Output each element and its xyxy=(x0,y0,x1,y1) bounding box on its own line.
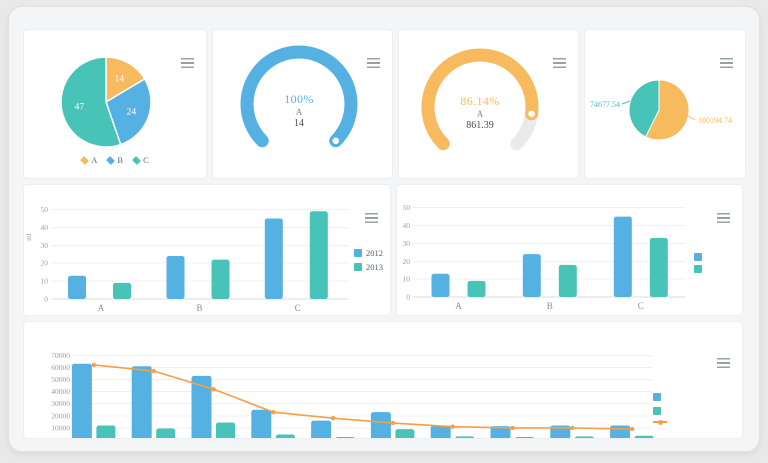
grouped-bar-card-right: 0 10 20 30 40 50 A B C xyxy=(396,184,743,316)
legend-item[interactable] xyxy=(653,407,667,415)
svg-text:C: C xyxy=(638,301,644,311)
toolbox-menu-icon[interactable] xyxy=(365,213,378,223)
bar-legend-markers xyxy=(694,253,702,273)
bar-legend: 2012 2013 xyxy=(354,248,383,272)
svg-text:C: C xyxy=(295,303,301,313)
dashboard-window: 14 24 47 A B C 100% A 14 86.14% A 861.39 1… xyxy=(8,6,760,452)
svg-text:14: 14 xyxy=(115,75,125,85)
svg-text:40: 40 xyxy=(403,221,411,230)
toolbox-menu-icon[interactable] xyxy=(717,358,730,368)
svg-text:A: A xyxy=(98,303,105,313)
legend-diamond-icon xyxy=(80,155,90,165)
legend-square-icon xyxy=(354,263,362,271)
toolbox-menu-icon[interactable] xyxy=(553,58,566,68)
toolbox-menu-icon[interactable] xyxy=(367,58,380,68)
legend-diamond-icon xyxy=(132,155,142,165)
bar-chart: 0 10 20 30 40 50 A B Cml xyxy=(25,205,348,313)
legend-square-icon xyxy=(694,253,702,261)
svg-text:24: 24 xyxy=(127,107,137,117)
legend-item[interactable] xyxy=(694,265,702,273)
legend-square-icon xyxy=(354,249,362,257)
legend-label: 2012 xyxy=(366,248,383,258)
svg-text:30000: 30000 xyxy=(51,399,70,408)
legend-item-c[interactable]: C xyxy=(132,155,149,165)
svg-text:ml: ml xyxy=(25,233,33,240)
pie-legend: A B C xyxy=(24,155,206,165)
legend-square-icon xyxy=(694,265,702,273)
combo-chart: 10000 20000 30000 40000 50000 60000 70000 xyxy=(51,351,654,438)
combo-legend-markers xyxy=(653,393,667,425)
svg-text:30: 30 xyxy=(41,241,49,250)
legend-square-icon xyxy=(653,393,661,401)
svg-text:47: 47 xyxy=(75,102,85,112)
svg-text:20: 20 xyxy=(403,257,411,266)
legend-diamond-icon xyxy=(106,155,116,165)
gauge-card-blue: 100% A 14 xyxy=(212,29,393,179)
toolbox-menu-icon[interactable] xyxy=(720,58,733,68)
pie-chart: 100194.74 74677.54 xyxy=(590,79,732,141)
svg-text:20000: 20000 xyxy=(51,411,70,420)
svg-text:40: 40 xyxy=(41,223,49,232)
gauge-card-orange: 86.14% A 861.39 xyxy=(398,29,579,179)
svg-text:40000: 40000 xyxy=(51,387,70,396)
legend-label: B xyxy=(117,155,124,165)
legend-label: 2013 xyxy=(366,262,383,272)
legend-item-2013[interactable]: 2013 xyxy=(354,262,383,272)
svg-text:A: A xyxy=(455,301,462,311)
svg-text:100194.74: 100194.74 xyxy=(698,116,732,125)
svg-text:30: 30 xyxy=(403,239,411,248)
legend-item-a[interactable]: A xyxy=(80,155,98,165)
svg-text:10000: 10000 xyxy=(51,423,70,432)
svg-text:50: 50 xyxy=(41,205,49,214)
legend-item[interactable] xyxy=(694,253,702,261)
legend-item[interactable] xyxy=(653,393,667,401)
svg-text:20: 20 xyxy=(41,259,49,268)
toolbox-menu-icon[interactable] xyxy=(181,58,194,68)
svg-text:70000: 70000 xyxy=(51,351,70,360)
legend-item-2012[interactable]: 2012 xyxy=(354,248,383,258)
legend-label: A xyxy=(91,155,98,165)
gauge-chart xyxy=(240,45,358,148)
svg-text:10: 10 xyxy=(41,277,49,286)
svg-text:10: 10 xyxy=(403,275,411,284)
svg-text:B: B xyxy=(547,301,553,311)
pie-chart-card: 14 24 47 A B C xyxy=(23,29,207,179)
svg-text:60000: 60000 xyxy=(51,363,70,372)
combo-bar-line-card: 10000 20000 30000 40000 50000 60000 70000 xyxy=(23,321,743,439)
toolbox-menu-icon[interactable] xyxy=(717,213,730,223)
legend-square-icon xyxy=(653,407,661,415)
svg-text:0: 0 xyxy=(406,293,410,302)
legend-item[interactable] xyxy=(653,419,667,425)
svg-text:74677.54: 74677.54 xyxy=(590,100,620,109)
gauge-chart xyxy=(421,48,539,151)
pie-chart: 14 24 47 xyxy=(60,56,152,148)
svg-text:50: 50 xyxy=(403,203,411,212)
svg-text:B: B xyxy=(196,303,202,313)
pie-two-card: 100194.74 74677.54 xyxy=(584,29,746,179)
legend-item-b[interactable]: B xyxy=(106,155,124,165)
svg-text:0: 0 xyxy=(44,295,48,304)
svg-text:50000: 50000 xyxy=(51,375,70,384)
bar-chart: 0 10 20 30 40 50 A B C xyxy=(403,203,685,311)
legend-line-icon xyxy=(653,419,667,425)
legend-label: C xyxy=(143,155,149,165)
